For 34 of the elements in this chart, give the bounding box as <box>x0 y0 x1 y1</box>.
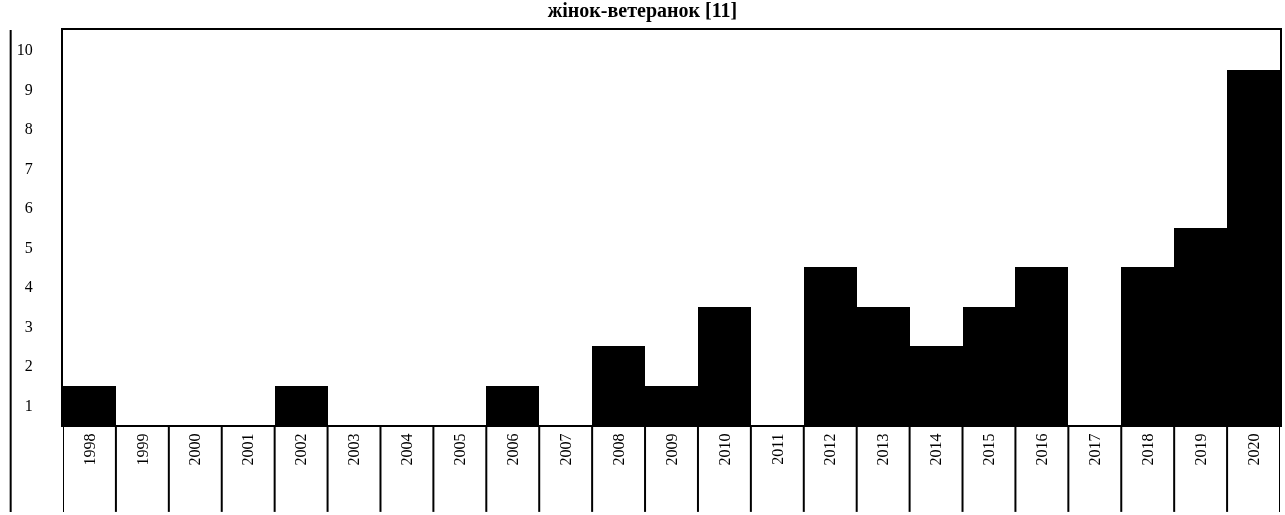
x-tick-label: 2000 <box>186 433 204 466</box>
x-tick-label: 2008 <box>609 433 627 466</box>
y-tick-label: 5 <box>24 238 33 256</box>
x-tick-label: 1999 <box>133 433 151 466</box>
x-tick-label: 2017 <box>1086 433 1103 466</box>
x-tick-label: 2014 <box>927 433 945 466</box>
y-tick-label: 10 <box>16 41 33 59</box>
x-tick-label: 2019 <box>1191 433 1209 466</box>
x-tick-label: 2001 <box>239 433 257 466</box>
x-tick-label: 2013 <box>874 433 892 466</box>
y-tick-label: 7 <box>24 159 33 177</box>
y-tick-label: 8 <box>24 120 33 138</box>
x-tick-label: 2003 <box>345 433 363 466</box>
x-tick-label: 2006 <box>503 433 521 466</box>
y-tick-label: 2 <box>24 357 33 375</box>
x-tick-label: 2007 <box>556 433 574 466</box>
x-tick-label: 2009 <box>662 433 680 466</box>
x-tick-label: 2005 <box>451 433 469 466</box>
y-tick-label: 1 <box>24 396 33 414</box>
x-tick-label: 2002 <box>292 433 310 466</box>
y-tick-label: 9 <box>24 80 33 98</box>
y-tick-label: 6 <box>24 199 33 217</box>
x-tick-label: 1998 <box>80 433 98 466</box>
x-tick-label: 2011 <box>768 433 786 465</box>
y-tick-label: 3 <box>24 317 33 335</box>
x-tick-label: 2018 <box>1138 433 1156 466</box>
x-tick-label: 2010 <box>715 433 733 466</box>
x-tick-label: 2015 <box>980 433 998 466</box>
y-tick-label: 4 <box>24 278 33 296</box>
x-tick-label: 2020 <box>1244 433 1262 466</box>
x-tick-label: 2016 <box>1033 433 1051 466</box>
chart-title: жінок-ветеранок [11] <box>547 0 738 22</box>
x-tick-label: 2012 <box>821 433 839 466</box>
x-tick-label: 2004 <box>398 433 416 466</box>
